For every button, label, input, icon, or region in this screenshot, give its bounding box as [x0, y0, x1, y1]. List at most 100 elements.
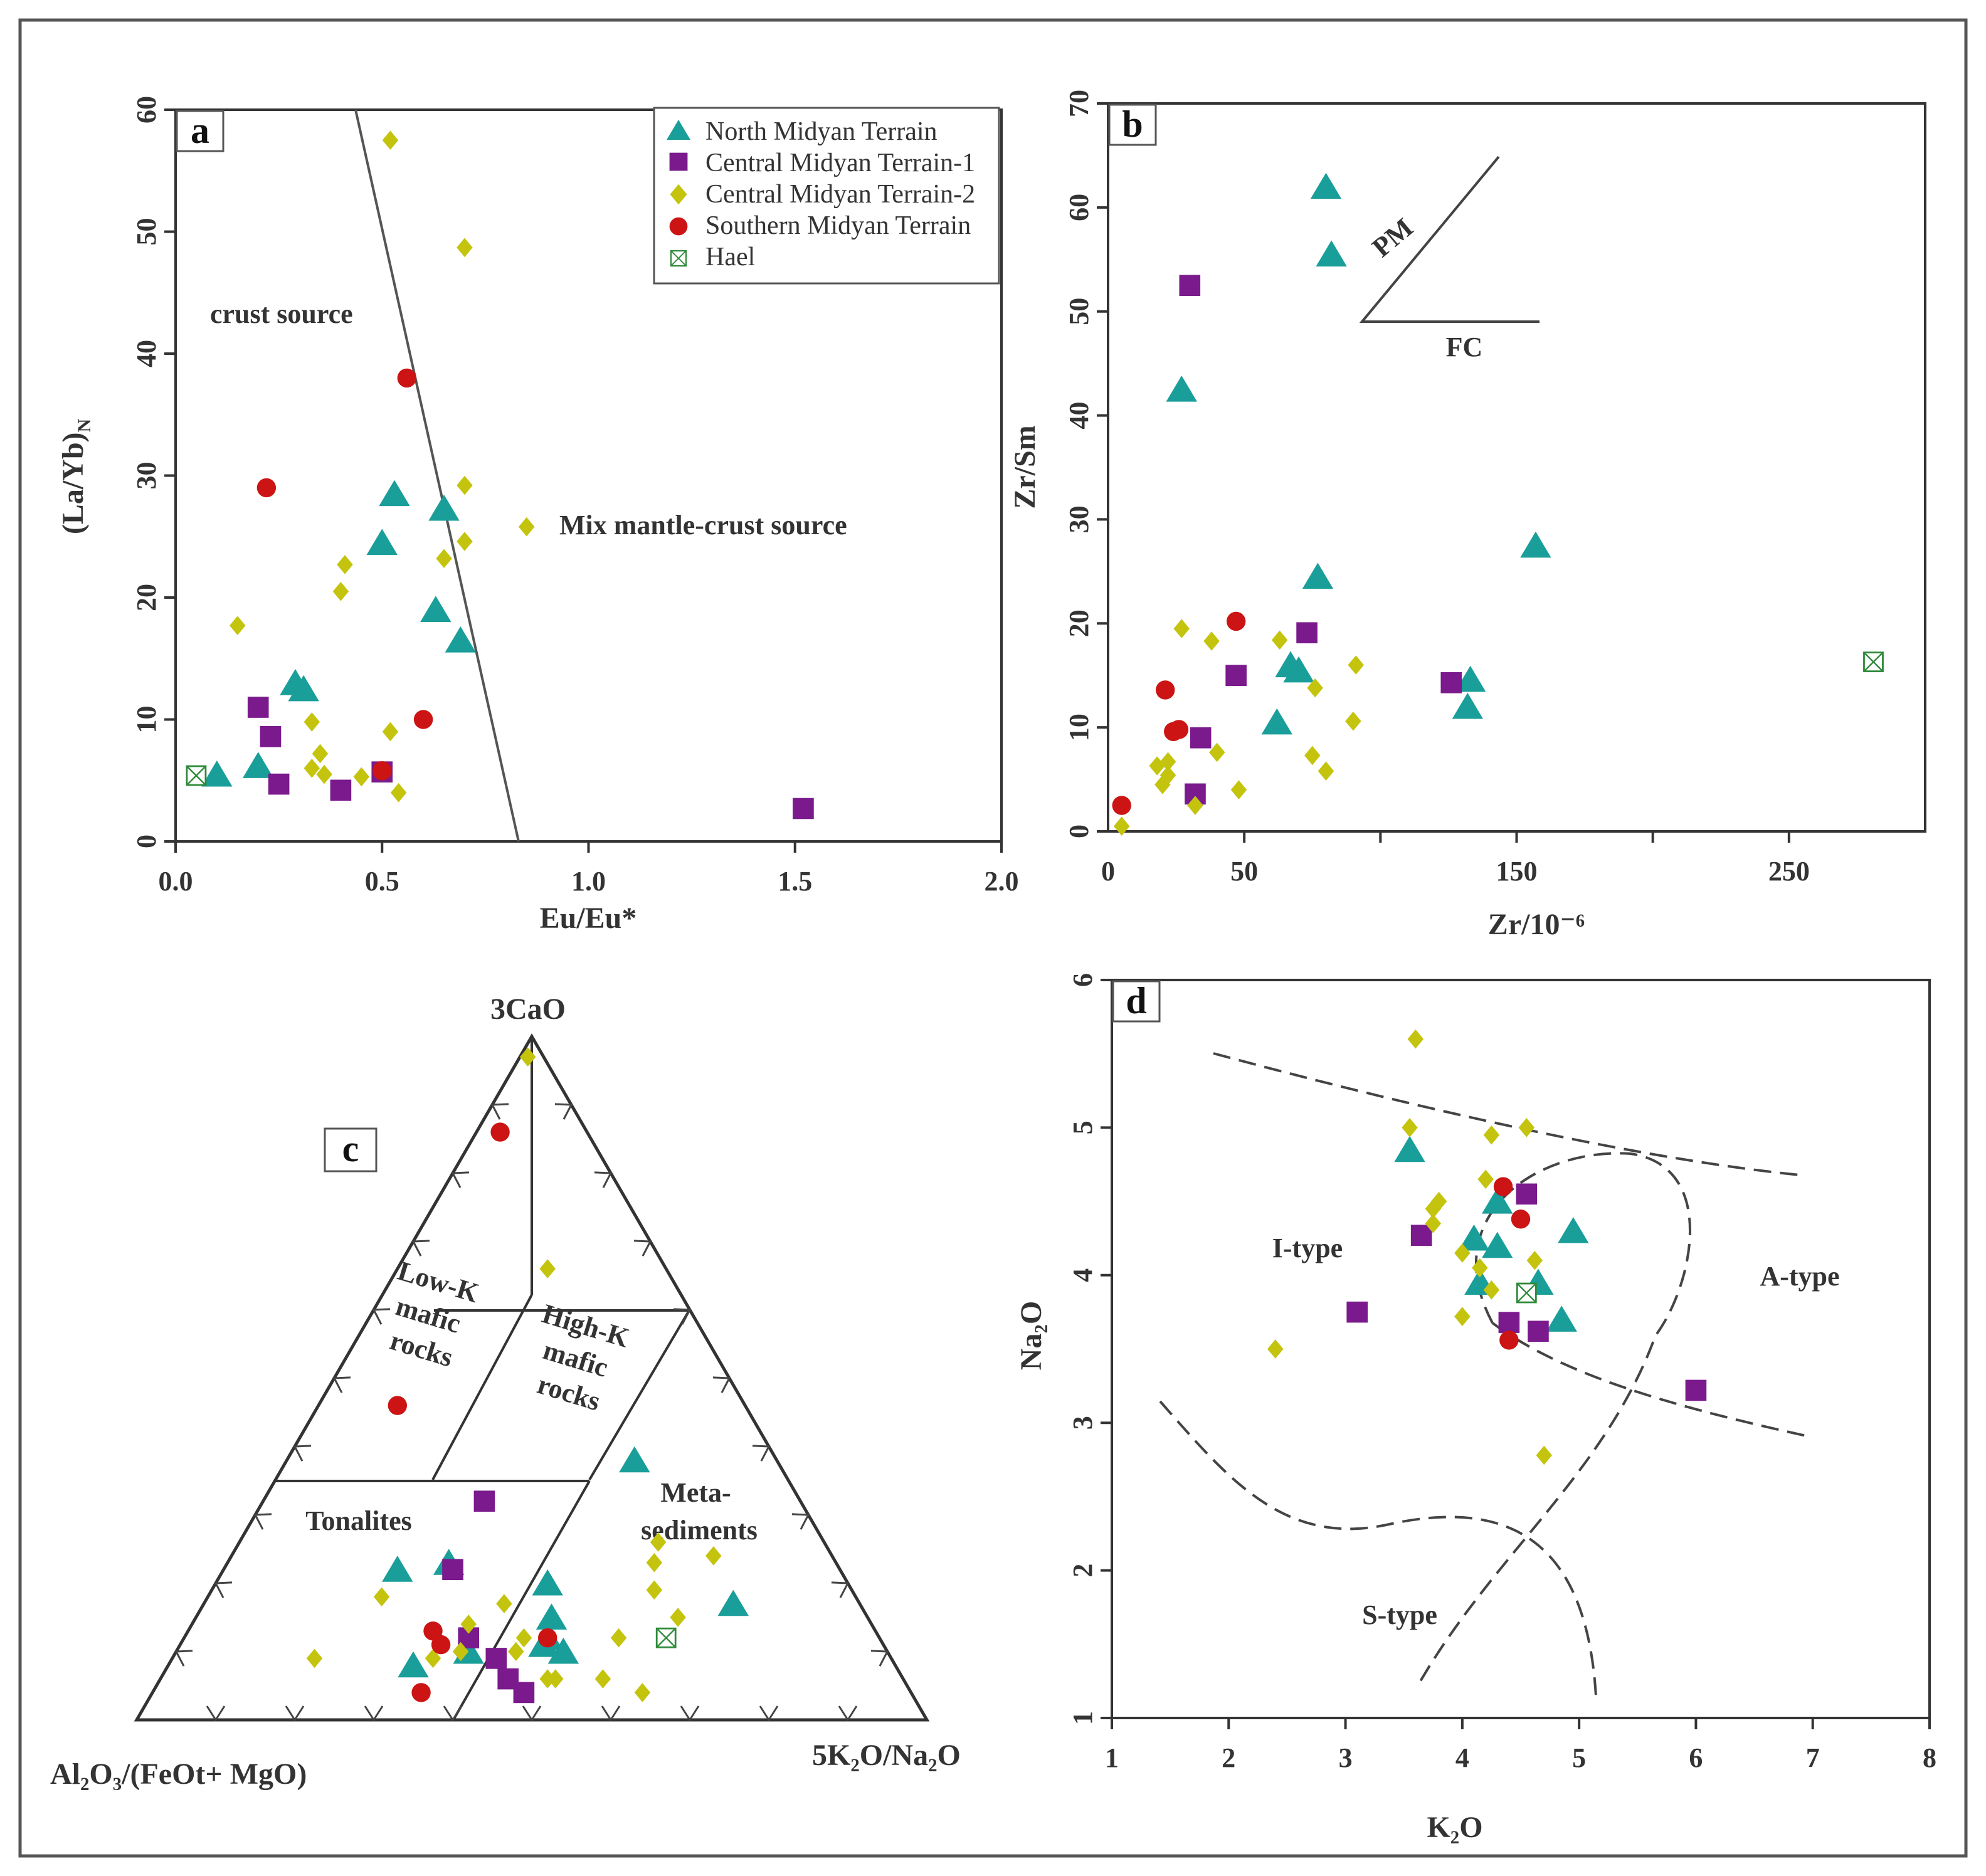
panel-d-point-central1: [1528, 1320, 1549, 1342]
panel-c-ticks: [174, 1103, 889, 1722]
panel-d-y-tick-label: 6: [1067, 973, 1098, 987]
panel-b-point-southern: [1226, 611, 1246, 631]
panel-c-left-edge-tick: [451, 1171, 470, 1188]
panel-c-left-edge-tick: [174, 1650, 193, 1667]
panel-c-left-edge-tick: [293, 1445, 312, 1462]
panel-b-point-hael: [1863, 651, 1884, 673]
panel-c-right-edge-tick: [870, 1650, 889, 1667]
panel-a-y-axis-title-sub: N: [74, 418, 95, 432]
panel-b-y-tick-label: 40: [1064, 402, 1094, 429]
panel-b-fc-label: FC: [1446, 332, 1483, 362]
panel-d-y-tick-label: 5: [1067, 1120, 1098, 1134]
panel-c-base-edge-tick: [759, 1705, 779, 1722]
panel-a-point-central1: [330, 779, 352, 801]
panel-d-point-central1: [1410, 1225, 1432, 1246]
panel-c-right-edge-tick: [633, 1240, 652, 1257]
panel-a-point-southern: [413, 710, 433, 729]
panel-d-plot-area: [1111, 979, 1931, 1719]
panel-d-a-type-boundary: [1416, 1152, 1691, 1687]
panel-c-point-central1: [442, 1559, 463, 1580]
panel-b-y-tick-label: 0: [1064, 825, 1094, 838]
panel-c-base-edge-tick: [206, 1705, 226, 1722]
panel-c-apex-left-label: Al₂O₃/(FeOt+ MgO): [50, 1757, 307, 1791]
panel-c-left-edge-tick: [253, 1513, 272, 1530]
panel-c-point-southern: [490, 1122, 510, 1142]
panel-d-point-southern: [1511, 1209, 1531, 1229]
panel-c-base-edge-tick: [522, 1705, 542, 1722]
panel-c-left-edge-tick: [490, 1103, 509, 1120]
panel-d-y-axis-title: Na₂O: [1015, 1301, 1048, 1370]
panel-d-x-tick-label: 4: [1455, 1742, 1469, 1773]
panel-c-base-edge-tick: [443, 1705, 463, 1722]
panel-c: c Low-K mafic rocks High-K mafic rocks T…: [50, 993, 961, 1791]
panel-c-label-box: [324, 1127, 378, 1172]
panel-c-right-edge-tick: [554, 1103, 573, 1120]
panel-a-y-tick-label: 30: [131, 462, 162, 490]
panel-b-point-southern: [1156, 680, 1175, 700]
panel-d: d I-type A-type S-type 1 2 3 4 5 6 7 8 1 2 3 4 5 6 K₂…: [1015, 973, 1936, 1844]
panel-d-i-type-label: I-type: [1272, 1233, 1343, 1263]
panel-a-point-southern: [397, 368, 416, 388]
panel-d-label-box: [1112, 980, 1161, 1023]
legend-hael-marker: [670, 250, 687, 267]
panel-a: a crust source Mix mantle-crust source 0…: [56, 96, 1019, 935]
panel-a-boundary-line: [354, 109, 520, 842]
panel-b-y-tick-label: 70: [1064, 90, 1094, 117]
panel-c-field-lines: [275, 1036, 690, 1721]
panel-a-y-tick-label: 20: [131, 584, 162, 611]
panel-c-right-edge-tick: [791, 1513, 810, 1530]
panel-b-point-central1: [1179, 275, 1201, 297]
panel-c-right-edge-tick: [673, 1308, 692, 1325]
panel-c-point-hael: [655, 1627, 677, 1648]
panel-c-divider-tonalite-meta: [452, 1480, 591, 1721]
panel-b-y-tick-label: 30: [1064, 505, 1094, 533]
panel-b-label-box: [1108, 103, 1157, 146]
panel-b-trend-lines: [1359, 155, 1540, 323]
legend-central2-label: Central Midyan Terrain-2: [705, 180, 975, 209]
panel-c-point-central1: [473, 1490, 495, 1512]
panel-a-x-axis-title: Eu/Eu*: [540, 902, 637, 935]
panel-b-y-tick-label: 50: [1064, 298, 1094, 325]
panel-d-a-type-label: A-type: [1760, 1261, 1839, 1292]
panel-a-y-tick-label: 10: [131, 706, 162, 734]
panel-d-y-tick-label: 1: [1067, 1711, 1098, 1725]
panel-a-y-axis-title: (La/Yb)N: [56, 418, 95, 534]
panel-c-left-edge-tick: [372, 1308, 391, 1325]
panel-a-point-hael: [186, 765, 207, 786]
panel-c-tonalites-label: Tonalites: [305, 1505, 412, 1536]
panel-c-highk-label: High-K mafic rocks: [519, 1298, 640, 1421]
panel-b-point-southern: [1112, 796, 1131, 815]
panel-a-y-tick-label: 40: [131, 340, 162, 367]
panel-a-x-tick-label: 1.0: [571, 866, 606, 897]
panel-a-x-tick-label: 1.5: [778, 866, 812, 897]
panel-d-point-central1: [1516, 1183, 1538, 1205]
panel-c-divider-lowk-highk: [431, 1294, 533, 1480]
panel-a-point-central1: [793, 798, 814, 819]
panel-d-x-axis-title: K₂O: [1427, 1811, 1482, 1844]
panel-d-y-tick-label: 4: [1067, 1268, 1098, 1282]
panel-d-x-tick-label: 7: [1806, 1742, 1820, 1773]
panel-c-point-southern: [411, 1683, 431, 1702]
panel-b-x-tick-label: 0: [1101, 856, 1115, 887]
panel-c-meta-line1: Meta-: [660, 1477, 731, 1508]
panel-d-label: d: [1126, 980, 1146, 1021]
legend-central1-label: Central Midyan Terrain-1: [705, 149, 975, 177]
panel-c-left-edge-tick: [214, 1581, 233, 1598]
panel-c-right-edge-tick: [752, 1445, 771, 1462]
panel-b-y-tick-label: 20: [1064, 609, 1094, 637]
panel-b-point-central1: [1225, 665, 1247, 687]
panel-d-point-central1: [1498, 1312, 1520, 1333]
panel-d-point-southern: [1499, 1331, 1519, 1350]
panel-d-x-tick-label: 3: [1339, 1742, 1353, 1773]
panel-d-ticks: 1 2 3 4 5 6 7 8 1 2 3 4 5 6: [1067, 973, 1936, 1773]
panel-c-right-edge-tick: [594, 1171, 613, 1188]
panel-c-point-southern: [431, 1635, 451, 1655]
panel-c-divider-highk-meta: [588, 1309, 690, 1481]
panel-b-plot-area: [1107, 102, 1926, 833]
panel-c-base-edge-tick: [285, 1705, 305, 1722]
panel-a-y-tick-label: 50: [131, 218, 162, 246]
panel-a-mix-source-label: Mix mantle-crust source: [559, 510, 847, 540]
panel-b-x-tick-label: 50: [1230, 856, 1258, 887]
panel-b-point-southern: [1169, 720, 1189, 739]
